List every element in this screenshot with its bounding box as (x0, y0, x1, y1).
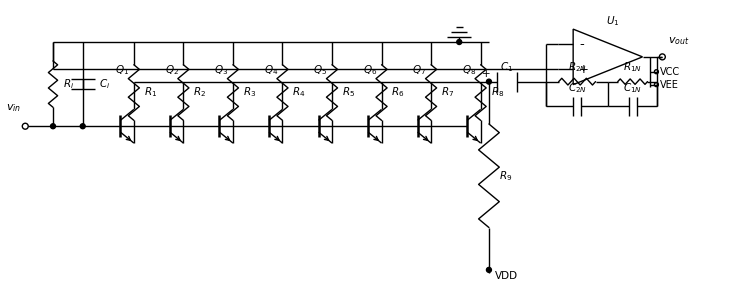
Text: $v_{out}$: $v_{out}$ (668, 35, 690, 47)
Text: R$_1$: R$_1$ (143, 86, 157, 99)
Text: -: - (579, 38, 584, 51)
Text: R$_7$: R$_7$ (441, 86, 454, 99)
Text: Q$_5$: Q$_5$ (313, 63, 327, 77)
Text: VDD: VDD (495, 271, 518, 281)
Text: Q$_3$: Q$_3$ (214, 63, 228, 77)
Text: R$_9$: R$_9$ (499, 169, 512, 183)
Text: Q$_2$: Q$_2$ (164, 63, 179, 77)
Text: C$_i$: C$_i$ (98, 77, 110, 91)
Text: C$_1$: C$_1$ (500, 60, 514, 74)
Text: R$_{1N}$: R$_{1N}$ (623, 60, 642, 74)
Text: VCC: VCC (660, 67, 680, 77)
Text: R$_3$: R$_3$ (243, 86, 256, 99)
Text: C$_{1N}$: C$_{1N}$ (623, 81, 642, 95)
Text: Q$_8$: Q$_8$ (462, 63, 476, 77)
Text: R$_2$: R$_2$ (193, 86, 207, 99)
Text: Q$_4$: Q$_4$ (264, 63, 278, 77)
Text: $v_{in}$: $v_{in}$ (6, 103, 21, 114)
Text: +: + (482, 69, 491, 79)
Text: Q$_6$: Q$_6$ (363, 63, 377, 77)
Text: R$_i$: R$_i$ (63, 77, 74, 91)
Text: +: + (579, 63, 589, 76)
Circle shape (50, 124, 56, 129)
Text: R$_8$: R$_8$ (490, 86, 504, 99)
Text: R$_6$: R$_6$ (391, 86, 405, 99)
Text: Q$_1$: Q$_1$ (115, 63, 129, 77)
Text: VEE: VEE (660, 79, 679, 90)
Circle shape (457, 39, 462, 45)
Text: C$_{2N}$: C$_{2N}$ (568, 81, 587, 95)
Circle shape (80, 124, 85, 129)
Text: U$_1$: U$_1$ (606, 14, 620, 28)
Circle shape (487, 267, 491, 272)
Circle shape (487, 79, 491, 84)
Text: Q$_7$: Q$_7$ (412, 63, 427, 77)
Text: R$_5$: R$_5$ (342, 86, 355, 99)
Text: R$_4$: R$_4$ (292, 86, 306, 99)
Text: R$_{2N}$: R$_{2N}$ (568, 60, 587, 74)
